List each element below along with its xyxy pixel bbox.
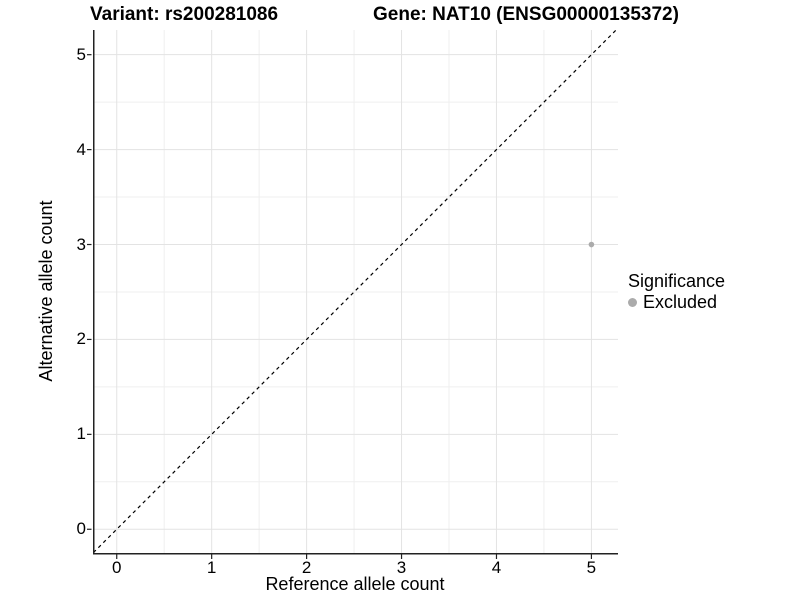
- y-axis-title: Alternative allele count: [36, 200, 56, 382]
- y-tick-label: 1: [76, 424, 86, 444]
- identity-dashed-line: [93, 30, 617, 553]
- plot-title-variant: Variant: rs200281086: [90, 4, 279, 25]
- y-tick-label: 2: [76, 329, 86, 349]
- y-tick-label: 3: [76, 234, 86, 254]
- y-tick-label: 4: [76, 139, 86, 159]
- legend-item-label: Excluded: [643, 292, 718, 312]
- excluded-point-icon: [628, 298, 637, 307]
- x-tick-label: 4: [491, 558, 502, 577]
- plot-panel-canvas: [87, 30, 618, 559]
- x-tick-label: 0: [111, 558, 122, 577]
- plot-title-gene: Gene: NAT10 (ENSG00000135372): [373, 4, 679, 25]
- data-point: [588, 241, 595, 248]
- legend-item-excluded: Excluded: [628, 292, 725, 313]
- x-tick-label: 1: [206, 558, 217, 577]
- x-tick-label: 5: [586, 558, 597, 577]
- legend-title: Significance: [628, 271, 726, 291]
- x-axis-title: Reference allele count: [265, 574, 445, 594]
- legend: Significance Excluded: [628, 270, 725, 313]
- y-tick-label: 0: [76, 519, 86, 539]
- x-tick-label: 3: [396, 558, 407, 577]
- y-tick-label: 5: [76, 44, 86, 64]
- x-tick-label: 2: [301, 558, 312, 577]
